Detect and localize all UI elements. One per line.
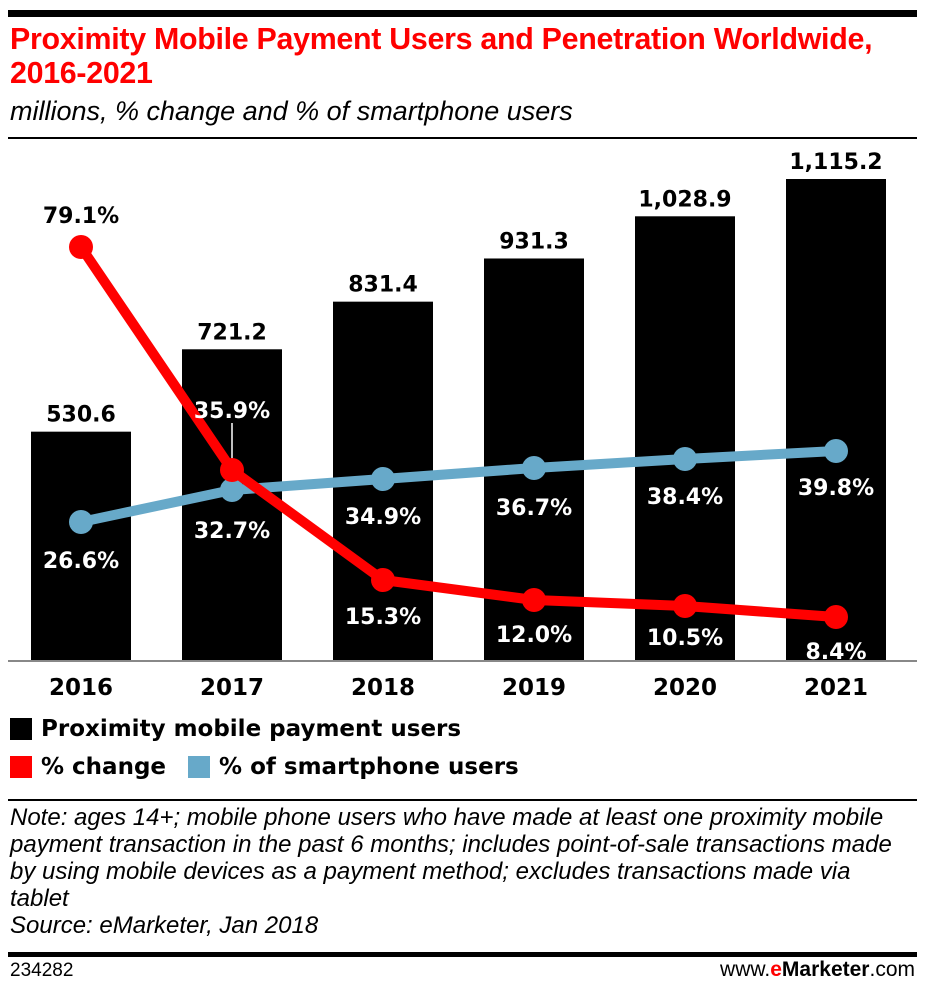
- label-smartphone-2016: 26.6%: [43, 549, 119, 574]
- label-change-2018: 15.3%: [345, 605, 421, 630]
- bar-2017: [182, 349, 282, 661]
- x-tick-2016: 2016: [49, 675, 113, 700]
- top-rule: [8, 10, 917, 17]
- label-smartphone-2017: 32.7%: [194, 519, 270, 544]
- chart-subtitle: millions, % change and % of smartphone u…: [10, 96, 573, 126]
- bar-2016: [31, 431, 131, 661]
- x-tick-2017: 2017: [200, 675, 264, 700]
- legend-swatch-change: [10, 756, 32, 778]
- footnote: Note: ages 14+; mobile phone users who h…: [10, 804, 915, 939]
- legend-label-users: Proximity mobile payment users: [41, 716, 462, 742]
- note-rule: [8, 799, 917, 801]
- point-change-2019: [522, 588, 546, 612]
- point-smartphone-2021: [824, 439, 848, 463]
- point-smartphone-2016: [69, 510, 93, 534]
- brand-suffix: .com: [869, 958, 915, 981]
- x-tick-2020: 2020: [653, 675, 717, 700]
- label-smartphone-2019: 36.7%: [496, 496, 572, 521]
- legend-swatch-smartphone: [188, 756, 211, 778]
- bar-2021: [786, 179, 886, 661]
- legend-label-smartphone: % of smartphone users: [219, 754, 519, 780]
- point-smartphone-2019: [522, 456, 546, 480]
- point-change-2016: [69, 235, 93, 259]
- lines-layer: [69, 235, 848, 629]
- legend-item-users: Proximity mobile payment users: [10, 716, 461, 742]
- brand-prefix: www.: [720, 958, 771, 981]
- brand-url[interactable]: www.eMarketer.com: [720, 958, 915, 982]
- point-smartphone-2020: [673, 447, 697, 471]
- point-change-2018: [371, 568, 395, 592]
- line-smartphone-users: [79, 446, 837, 527]
- subtitle-rule: [8, 137, 917, 139]
- chart-title: Proximity Mobile Payment Users and Penet…: [10, 21, 873, 90]
- bar-label-2016: 530.6: [46, 403, 116, 428]
- bar-label-2019: 931.3: [499, 229, 569, 254]
- x-tick-2019: 2019: [502, 675, 566, 700]
- note-text: Note: ages 14+; mobile phone users who h…: [10, 804, 892, 912]
- labels-layer: 530.6 2016 721.2 2017 831.4 2018 931.3 2019 1,02…: [43, 150, 883, 700]
- label-change-2017: 35.9%: [194, 399, 270, 424]
- bars-layer: [31, 179, 886, 661]
- bottom-rule: [8, 952, 917, 957]
- point-change-2017: [220, 458, 244, 482]
- legend-item-smartphone: % of smartphone users: [188, 754, 519, 780]
- bar-label-2021: 1,115.2: [789, 150, 882, 175]
- x-tick-2021: 2021: [804, 675, 868, 700]
- point-change-2020: [673, 594, 697, 618]
- point-smartphone-2017: [220, 478, 244, 502]
- source-text: Source: eMarketer, Jan 2018: [10, 912, 319, 939]
- chart-id: 234282: [10, 960, 74, 981]
- chart-area: 530.6 2016 721.2 2017 831.4 2018 931.3 2019 1,02…: [8, 150, 917, 700]
- label-smartphone-2021: 39.8%: [798, 476, 874, 501]
- label-change-2021: 8.4%: [805, 640, 866, 665]
- bar-2020: [635, 216, 735, 661]
- brand-name: Marketer: [781, 958, 870, 981]
- bar-label-2020: 1,028.9: [638, 187, 731, 212]
- point-smartphone-2018: [371, 467, 395, 491]
- line-percent-change: [76, 244, 837, 622]
- legend-swatch-users: [10, 718, 32, 740]
- legend: Proximity mobile payment users % change …: [10, 710, 541, 786]
- point-change-2021: [824, 605, 848, 629]
- label-smartphone-2018: 34.9%: [345, 505, 421, 530]
- brand-e: e: [770, 958, 782, 981]
- legend-item-change: % change: [10, 754, 166, 780]
- label-change-2020: 10.5%: [647, 626, 723, 651]
- label-change-2019: 12.0%: [496, 623, 572, 648]
- bar-label-2018: 831.4: [348, 273, 418, 298]
- label-change-2016: 79.1%: [43, 204, 119, 229]
- x-tick-2018: 2018: [351, 675, 415, 700]
- legend-label-change: % change: [41, 754, 167, 780]
- label-smartphone-2020: 38.4%: [647, 485, 723, 510]
- bar-label-2017: 721.2: [197, 320, 267, 345]
